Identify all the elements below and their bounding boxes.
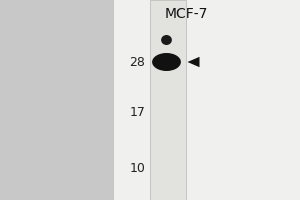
- Text: 28: 28: [130, 55, 146, 68]
- Ellipse shape: [161, 35, 172, 45]
- Text: 17: 17: [130, 106, 146, 118]
- Ellipse shape: [152, 53, 181, 71]
- Text: 10: 10: [130, 162, 146, 174]
- Text: MCF-7: MCF-7: [164, 7, 208, 21]
- Bar: [150, 0, 186, 200]
- Polygon shape: [188, 57, 200, 67]
- Bar: [114, 0, 300, 200]
